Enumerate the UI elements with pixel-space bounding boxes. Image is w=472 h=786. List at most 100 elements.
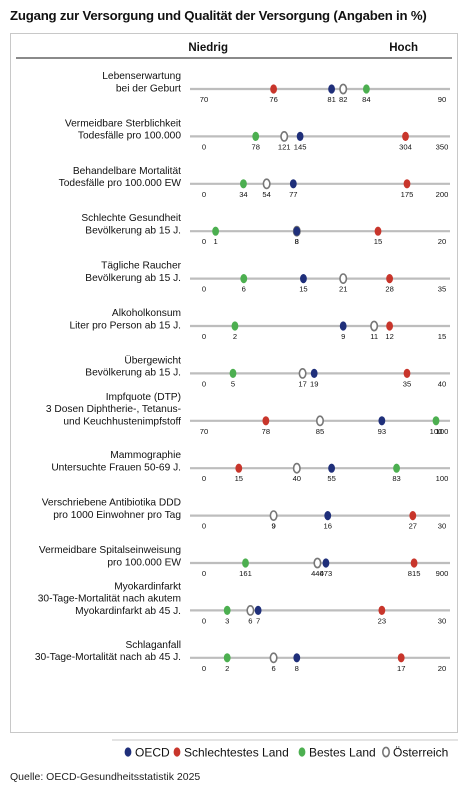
chart-title: Zugang zur Versorgung und Qualität der V… bbox=[10, 8, 427, 23]
indicator-label: Verschriebene Antibiotika DDD bbox=[42, 498, 181, 509]
indicator-label: Behandelbare Mortalität bbox=[73, 166, 181, 177]
indicator-label: Bevölkerung ab 15 J. bbox=[85, 226, 181, 237]
indicator-label: Liter pro Person ab 15 J. bbox=[69, 320, 181, 331]
value-label-best: 2 bbox=[233, 332, 237, 341]
axis-min-label: 70 bbox=[200, 427, 208, 436]
axis-max-label: 900 bbox=[436, 569, 449, 578]
marker-best bbox=[223, 605, 231, 616]
marker-austria bbox=[246, 605, 255, 616]
marker-worst bbox=[235, 463, 243, 473]
value-label-austria: 11 bbox=[370, 332, 378, 341]
indicator-label: Alkoholkonsum bbox=[112, 308, 181, 319]
axis-min-label: 0 bbox=[202, 569, 206, 578]
axis-min-label: 0 bbox=[202, 379, 206, 388]
marker-austria bbox=[313, 557, 322, 569]
value-label-oecd: 8 bbox=[295, 664, 299, 673]
marker-worst bbox=[270, 84, 277, 94]
legend-marker-worst bbox=[173, 747, 181, 757]
indicator-label: Tägliche Raucher bbox=[101, 261, 181, 272]
marker-oecd bbox=[378, 416, 386, 426]
axis-max-label: 30 bbox=[438, 616, 446, 625]
value-label-oecd: 9 bbox=[341, 332, 345, 341]
marker-best bbox=[242, 558, 249, 568]
axis-min-label: 0 bbox=[202, 190, 206, 199]
marker-oecd bbox=[254, 605, 262, 616]
marker-oecd bbox=[339, 321, 347, 331]
value-label-austria: 85 bbox=[316, 427, 324, 436]
marker-best bbox=[393, 463, 400, 473]
indicator-label: Myokardinfarkt ab 45 J. bbox=[75, 606, 181, 617]
marker-oecd bbox=[328, 84, 335, 94]
value-label-austria: 82 bbox=[339, 95, 347, 104]
value-label-worst: 76 bbox=[269, 95, 277, 104]
indicator-label: Übergewicht bbox=[124, 354, 181, 366]
marker-oecd bbox=[293, 226, 301, 236]
indicator-label: pro 100.000 EW bbox=[107, 557, 181, 568]
axis-max-label: 100 bbox=[436, 474, 449, 483]
legend-marker-austria bbox=[381, 746, 390, 758]
marker-oecd bbox=[328, 463, 335, 473]
legend-marker-best bbox=[298, 747, 306, 757]
legend-label-austria: Österreich bbox=[393, 746, 448, 760]
legend-marker-oecd bbox=[124, 747, 132, 757]
value-label-oecd: 15 bbox=[299, 285, 307, 294]
value-label-austria: 6 bbox=[248, 616, 252, 625]
value-label-worst: 17 bbox=[397, 664, 405, 673]
axis-min-label: 70 bbox=[200, 95, 208, 104]
axis-min-label: 0 bbox=[202, 332, 206, 341]
indicator-label: Todesfälle pro 100.000 EW bbox=[59, 178, 182, 189]
value-label-austria: 40 bbox=[293, 474, 301, 483]
marker-austria bbox=[339, 273, 348, 284]
marker-oecd bbox=[300, 274, 307, 284]
header-low-label: Niedrig bbox=[188, 42, 228, 54]
indicator-label: Schlechte Gesundheit bbox=[81, 213, 181, 224]
axis-max-label: 20 bbox=[438, 664, 446, 673]
value-label-oecd: 77 bbox=[289, 190, 297, 199]
indicator-label: Bevölkerung ab 15 J. bbox=[85, 368, 181, 379]
value-label-worst: 304 bbox=[399, 142, 412, 151]
value-label-best: 100 bbox=[430, 427, 443, 436]
value-label-best: 6 bbox=[242, 285, 246, 294]
marker-worst bbox=[403, 368, 411, 378]
value-label-oecd: 16 bbox=[324, 522, 332, 531]
legend-label-oecd: OECD bbox=[135, 746, 170, 760]
value-label-best: 161 bbox=[239, 569, 252, 578]
marker-austria bbox=[280, 130, 289, 142]
axis-min-label: 0 bbox=[202, 142, 206, 151]
marker-oecd bbox=[324, 510, 332, 521]
marker-worst bbox=[409, 510, 417, 521]
axis-max-label: 15 bbox=[438, 332, 446, 341]
axis-max-label: 200 bbox=[436, 190, 449, 199]
marker-worst bbox=[374, 226, 382, 236]
value-label-oecd: 8 bbox=[295, 237, 299, 246]
marker-austria bbox=[315, 415, 324, 427]
marker-best bbox=[229, 368, 237, 378]
value-label-oecd: 19 bbox=[310, 379, 318, 388]
marker-austria bbox=[269, 652, 278, 664]
marker-best bbox=[223, 653, 231, 663]
value-label-austria: 440 bbox=[311, 569, 324, 578]
marker-oecd bbox=[322, 558, 330, 568]
indicator-label: Mammographie bbox=[110, 450, 181, 461]
axis-max-label: 100 bbox=[436, 427, 449, 436]
marker-austria bbox=[292, 462, 301, 474]
marker-austria bbox=[269, 510, 278, 521]
value-label-oecd: 93 bbox=[378, 427, 386, 436]
axis-max-label: 30 bbox=[438, 522, 446, 531]
axis-max-label: 90 bbox=[438, 95, 446, 104]
marker-best bbox=[252, 131, 260, 141]
axis-max-label: 20 bbox=[438, 237, 446, 246]
axis-min-label: 0 bbox=[202, 522, 206, 531]
source-note: Quelle: OECD-Gesundheitsstatistik 2025 bbox=[10, 771, 201, 783]
value-label-best: 5 bbox=[231, 379, 235, 388]
axis-min-label: 0 bbox=[202, 664, 206, 673]
axis-max-label: 350 bbox=[436, 142, 449, 151]
chart-frame bbox=[10, 33, 458, 733]
marker-worst bbox=[403, 179, 411, 189]
marker-worst bbox=[262, 416, 270, 426]
value-label-oecd: 473 bbox=[320, 569, 333, 578]
value-label-austria: 21 bbox=[339, 285, 347, 294]
axis-max-label: 35 bbox=[438, 285, 446, 294]
value-label-oecd: 55 bbox=[327, 474, 335, 483]
value-label-oecd: 7 bbox=[256, 616, 260, 625]
